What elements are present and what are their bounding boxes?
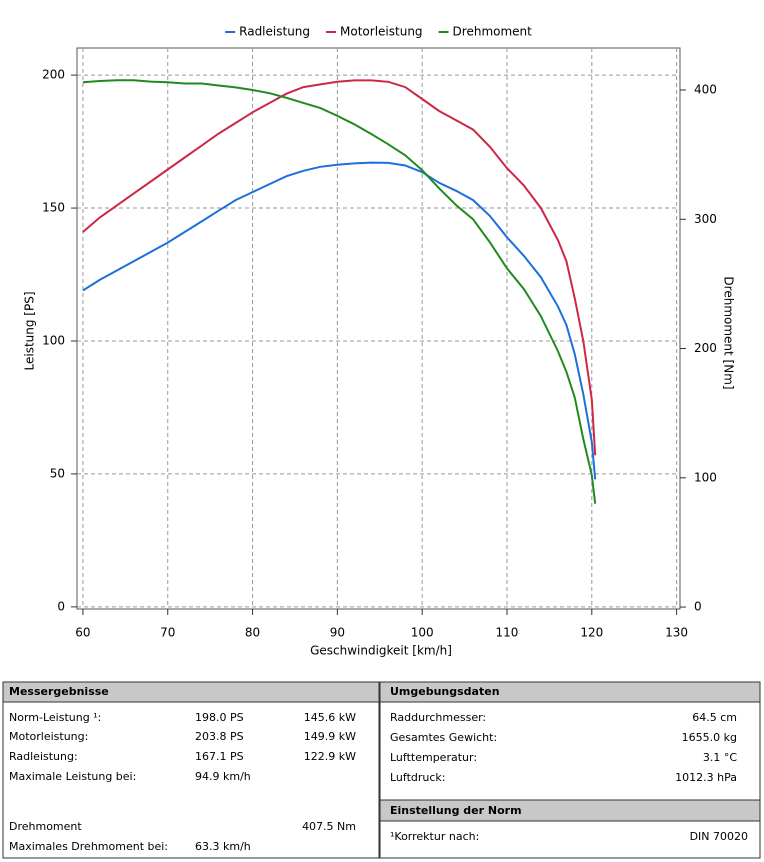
result-value2: 149.9 kW [304, 730, 356, 743]
x-tick-label: 130 [665, 626, 688, 640]
y-tick-label: 50 [50, 466, 65, 480]
x-tick-label: 80 [245, 626, 260, 640]
y-tick-label: 200 [42, 68, 65, 82]
result-value2: 145.6 kW [304, 711, 356, 724]
y2-axis-label: Drehmoment [Nm] [722, 276, 736, 389]
x-tick-label: 100 [411, 626, 434, 640]
environment-label: Luftdruck: [390, 771, 446, 784]
x-tick-label: 90 [330, 626, 345, 640]
line-series [82, 79, 597, 504]
environment-title: Umgebungsdaten [390, 685, 500, 698]
line-series [82, 79, 597, 456]
y-axis-label: Leistung [PS] [23, 291, 37, 370]
y2-tick-label: 300 [694, 212, 717, 226]
result-value2: 407.5 Nm [302, 820, 356, 833]
result-value2: 122.9 kW [304, 750, 356, 763]
legend-label: Motorleistung [340, 25, 423, 39]
x-tick-label: 110 [496, 626, 519, 640]
x-tick-label: 120 [580, 626, 603, 640]
environment-label: Raddurchmesser: [390, 711, 486, 724]
norm-header [379, 799, 761, 822]
environment-label: Lufttemperatur: [390, 751, 477, 764]
result-label: Norm-Leistung ¹: [9, 711, 101, 724]
x-axis-label: Geschwindigkeit [km/h] [310, 644, 452, 658]
plot-frame [76, 47, 681, 610]
legend-label: Drehmoment [453, 25, 533, 39]
y-tick-label: 100 [42, 333, 65, 347]
results-header [2, 681, 380, 703]
result-value: 94.9 km/h [195, 770, 251, 783]
environment-value: 1012.3 hPa [675, 771, 737, 784]
result-label: Motorleistung: [9, 730, 88, 743]
environment-header [379, 681, 761, 703]
y2-tick-label: 400 [694, 83, 717, 97]
result-label: Drehmoment [9, 820, 82, 833]
norm-value: DIN 70020 [690, 830, 748, 843]
environment-label: Gesamtes Gewicht: [390, 731, 497, 744]
result-value: 167.1 PS [195, 750, 244, 763]
result-value: 203.8 PS [195, 730, 244, 743]
environment-value: 1655.0 kg [682, 731, 737, 744]
x-tick-label: 60 [75, 626, 90, 640]
environment-value: 3.1 °C [703, 751, 737, 764]
result-label: Maximale Leistung bei: [9, 770, 136, 783]
y-tick-label: 0 [57, 599, 65, 613]
result-value: 198.0 PS [195, 711, 244, 724]
result-value: 63.3 km/h [195, 840, 251, 853]
results-title: Messergebnisse [9, 685, 109, 698]
x-tick-label: 70 [160, 626, 175, 640]
legend-label: Radleistung [239, 25, 310, 39]
y2-tick-label: 0 [694, 600, 702, 614]
y2-tick-label: 100 [694, 470, 717, 484]
line-series [82, 161, 597, 480]
result-label: Maximales Drehmoment bei: [9, 840, 168, 853]
result-label: Radleistung: [9, 750, 78, 763]
environment-value: 64.5 cm [692, 711, 737, 724]
norm-title: Einstellung der Norm [390, 804, 522, 817]
y-tick-label: 150 [42, 201, 65, 215]
y2-tick-label: 200 [694, 341, 717, 355]
norm-label: ¹Korrektur nach: [390, 830, 479, 843]
